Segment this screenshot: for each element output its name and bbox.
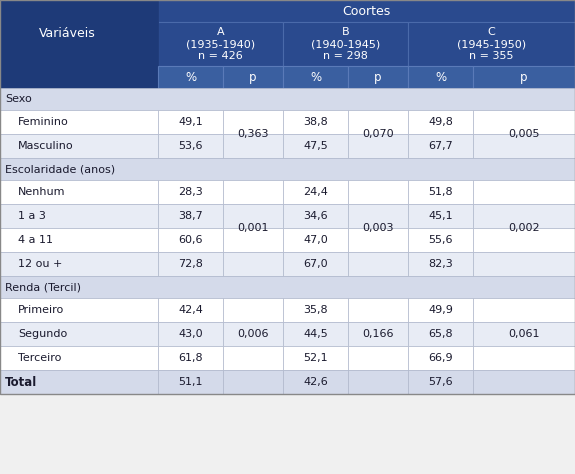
Bar — [408, 22, 575, 66]
Text: %: % — [310, 71, 321, 83]
Bar — [223, 298, 283, 322]
Bar — [158, 0, 575, 22]
Text: Terceiro: Terceiro — [18, 353, 62, 363]
Bar — [348, 228, 408, 252]
Bar — [158, 228, 223, 252]
Text: 38,7: 38,7 — [178, 211, 203, 221]
Bar — [408, 110, 473, 134]
Bar — [408, 66, 473, 88]
Bar — [0, 22, 158, 66]
Bar — [283, 22, 408, 66]
Bar — [0, 110, 158, 134]
Bar — [473, 66, 575, 88]
Bar — [408, 346, 473, 370]
Bar — [158, 66, 223, 88]
Text: 82,3: 82,3 — [428, 259, 453, 269]
Bar — [223, 180, 283, 204]
Bar — [158, 298, 223, 322]
Bar — [0, 158, 575, 180]
Bar — [0, 276, 575, 298]
Bar — [408, 298, 473, 322]
Text: 61,8: 61,8 — [178, 353, 203, 363]
Text: 1 a 3: 1 a 3 — [18, 211, 46, 221]
Text: 72,8: 72,8 — [178, 259, 203, 269]
Text: 0,070: 0,070 — [362, 129, 394, 139]
Bar — [408, 228, 473, 252]
Text: 47,5: 47,5 — [303, 141, 328, 151]
Bar — [0, 0, 158, 22]
Bar — [223, 370, 283, 394]
Text: 0,061: 0,061 — [508, 329, 540, 339]
Text: p: p — [249, 71, 257, 83]
Bar — [283, 322, 348, 346]
Text: 51,1: 51,1 — [178, 377, 203, 387]
Bar — [158, 180, 223, 204]
Text: p: p — [374, 71, 382, 83]
Bar — [0, 88, 575, 110]
Text: Total: Total — [5, 375, 37, 389]
Bar — [223, 110, 283, 134]
Bar — [0, 322, 158, 346]
Bar — [348, 66, 408, 88]
Text: Feminino: Feminino — [18, 117, 69, 127]
Text: C
(1945-1950)
n = 355: C (1945-1950) n = 355 — [457, 27, 526, 61]
Bar — [283, 180, 348, 204]
Bar — [473, 322, 575, 346]
Bar — [0, 134, 158, 158]
Bar — [473, 298, 575, 322]
Bar — [0, 204, 158, 228]
Bar — [408, 134, 473, 158]
Text: 65,8: 65,8 — [428, 329, 453, 339]
Text: p: p — [520, 71, 528, 83]
Text: 28,3: 28,3 — [178, 187, 203, 197]
Bar — [283, 252, 348, 276]
Bar — [348, 346, 408, 370]
Text: %: % — [435, 71, 446, 83]
Text: Primeiro: Primeiro — [18, 305, 64, 315]
Text: 0,166: 0,166 — [362, 329, 394, 339]
Text: 67,7: 67,7 — [428, 141, 453, 151]
Text: 45,1: 45,1 — [428, 211, 453, 221]
Text: Nenhum: Nenhum — [18, 187, 66, 197]
Bar — [158, 134, 223, 158]
Text: A
(1935-1940)
n = 426: A (1935-1940) n = 426 — [186, 27, 255, 61]
Bar — [223, 252, 283, 276]
Bar — [473, 346, 575, 370]
Text: 49,9: 49,9 — [428, 305, 453, 315]
Bar — [158, 22, 283, 66]
Bar — [0, 66, 158, 88]
Bar — [348, 370, 408, 394]
Text: Sexo: Sexo — [5, 94, 32, 104]
Bar — [0, 370, 158, 394]
Bar — [223, 228, 283, 252]
Bar — [0, 298, 158, 322]
Bar — [473, 204, 575, 228]
Text: 42,6: 42,6 — [303, 377, 328, 387]
Bar — [348, 298, 408, 322]
Bar — [0, 0, 158, 66]
Bar — [223, 66, 283, 88]
Bar — [408, 252, 473, 276]
Text: 57,6: 57,6 — [428, 377, 453, 387]
Bar — [348, 180, 408, 204]
Text: 44,5: 44,5 — [303, 329, 328, 339]
Bar — [158, 346, 223, 370]
Text: 55,6: 55,6 — [428, 235, 453, 245]
Text: 0,002: 0,002 — [508, 223, 540, 233]
Bar — [473, 110, 575, 134]
Bar — [223, 134, 283, 158]
Text: 0,363: 0,363 — [237, 129, 269, 139]
Text: Masculino: Masculino — [18, 141, 74, 151]
Bar — [473, 134, 575, 158]
Bar — [283, 370, 348, 394]
Bar — [283, 66, 348, 88]
Bar — [158, 322, 223, 346]
Text: 34,6: 34,6 — [303, 211, 328, 221]
Text: 12 ou +: 12 ou + — [18, 259, 62, 269]
Bar — [408, 322, 473, 346]
Bar — [283, 204, 348, 228]
Text: 35,8: 35,8 — [303, 305, 328, 315]
Bar — [283, 228, 348, 252]
Text: B
(1940-1945)
n = 298: B (1940-1945) n = 298 — [311, 27, 380, 61]
Bar — [0, 0, 575, 394]
